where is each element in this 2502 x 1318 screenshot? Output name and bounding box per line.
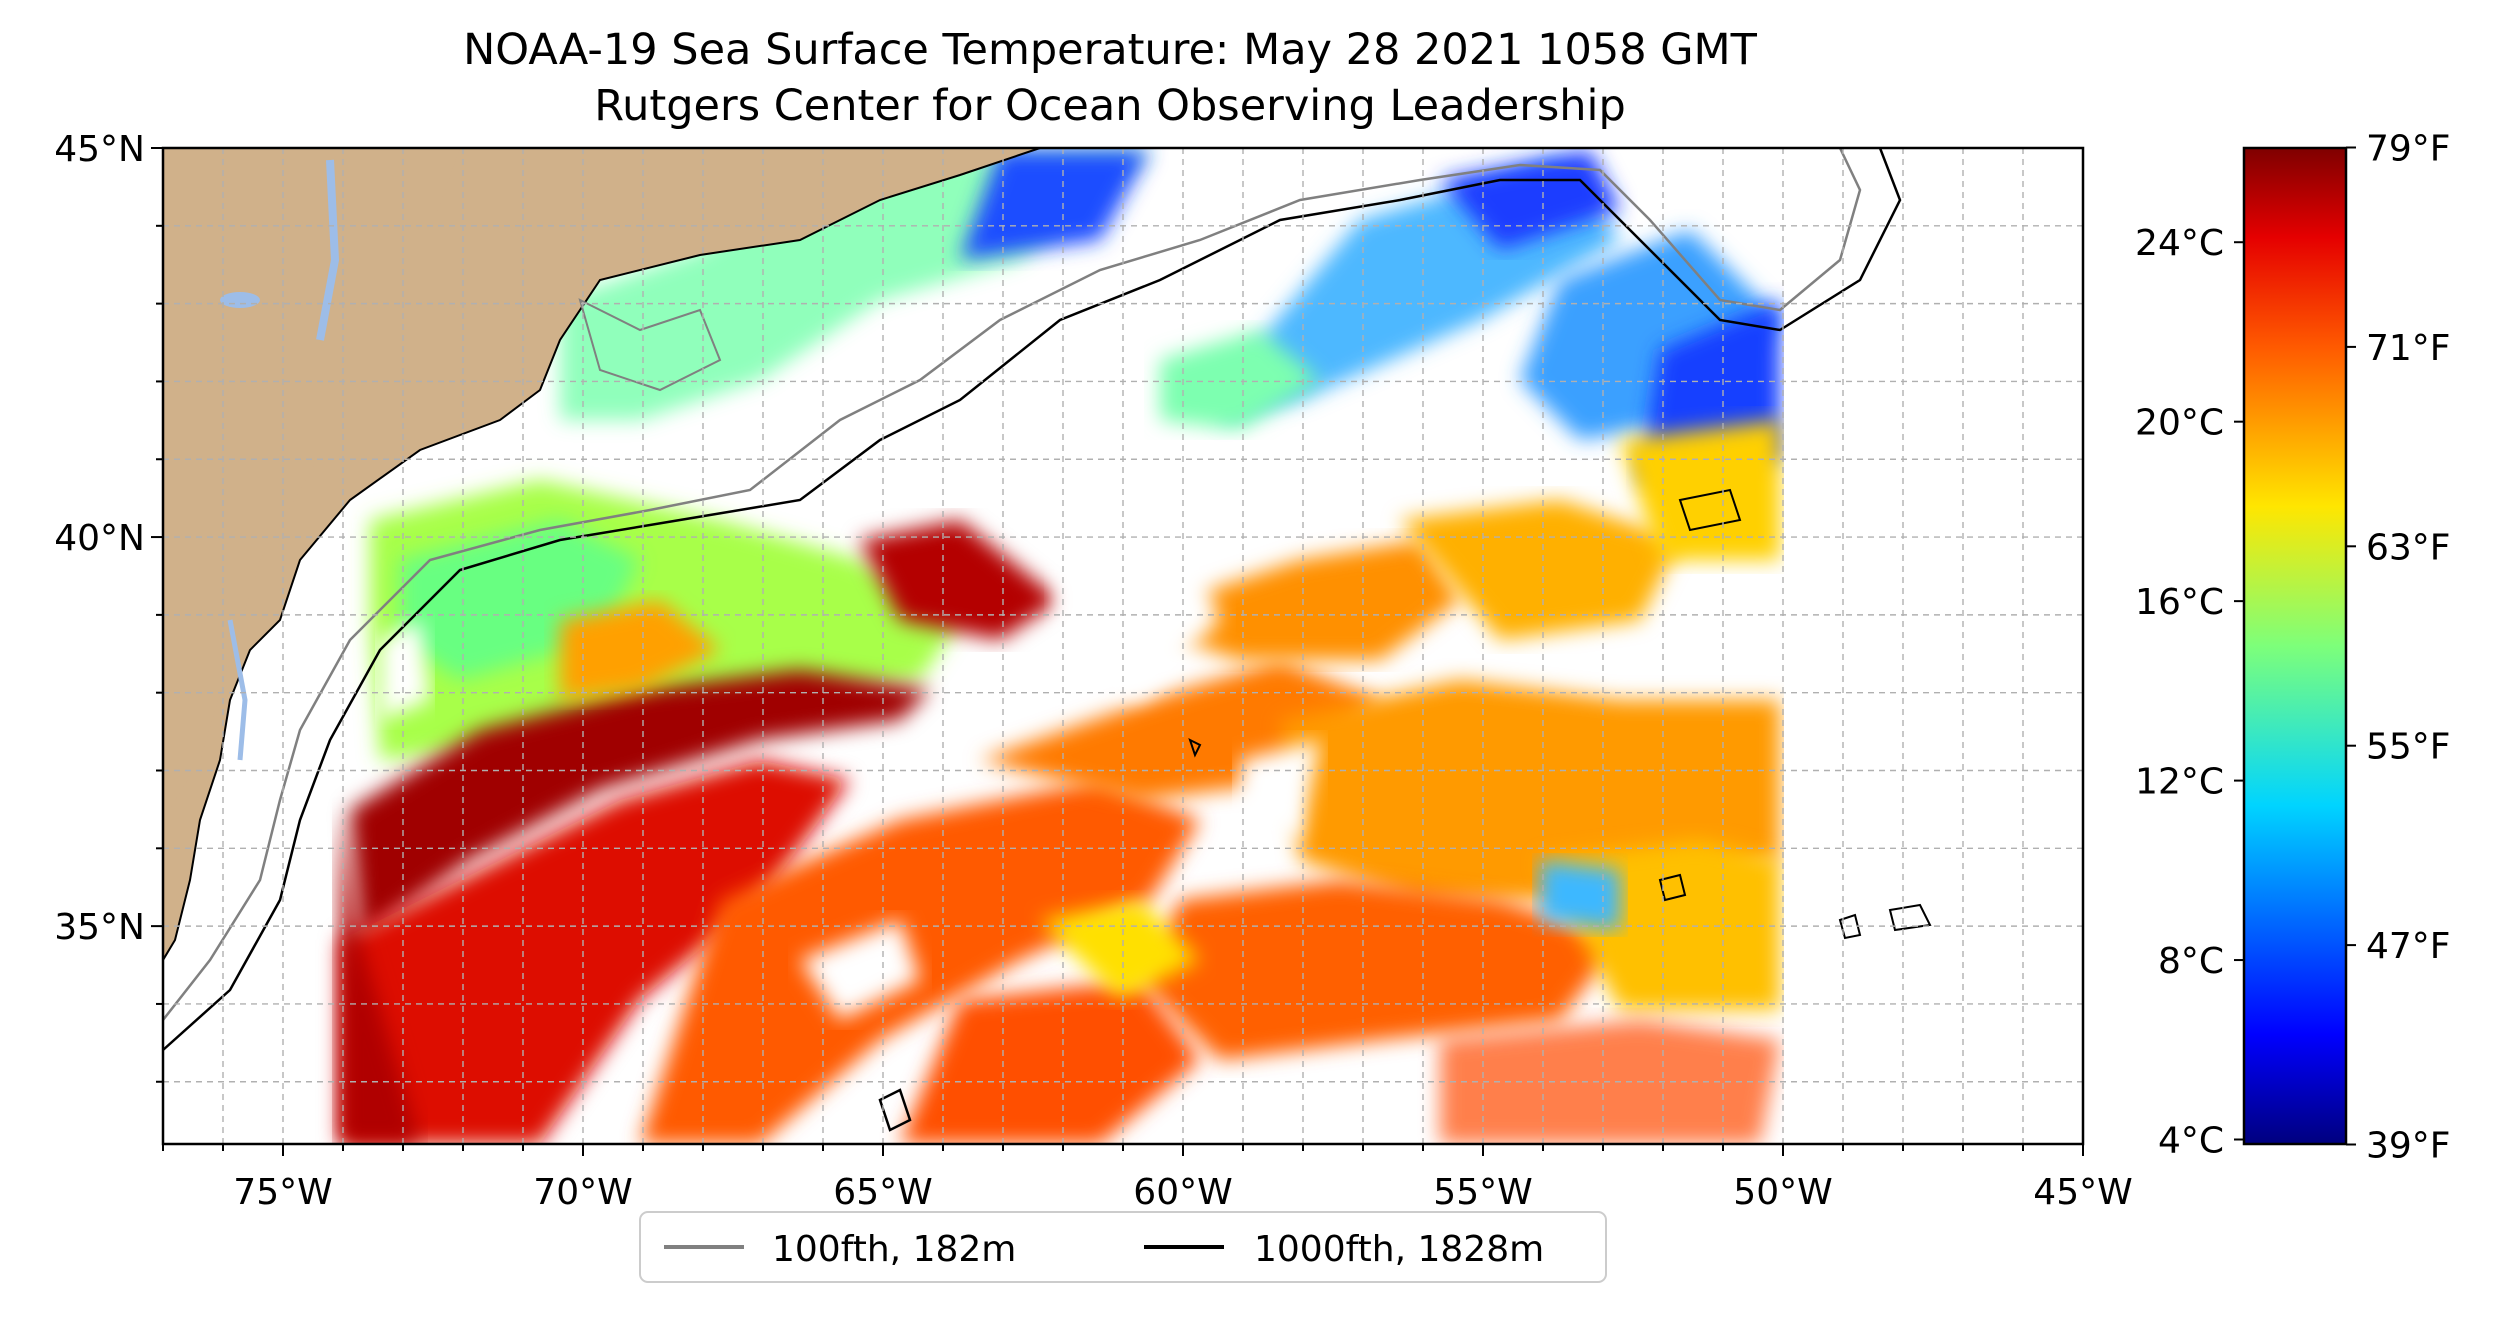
celsius-tick-label: 16°C: [2135, 582, 2224, 623]
lat-tick-label: 40°N: [54, 518, 145, 559]
lon-tick-label: 75°W: [233, 1172, 332, 1213]
lon-tick-label: 70°W: [533, 1172, 632, 1213]
lon-tick-label: 60°W: [1133, 1172, 1232, 1213]
fahrenheit-tick-label: 63°F: [2366, 527, 2451, 568]
isobath-1000fth: [163, 148, 1902, 1051]
colorbar-celsius-ticks: 4°C 8°C 12°C 16°C 20°C 24°C: [2135, 223, 2244, 1162]
map-frame: [161, 146, 2085, 1146]
colorbar-gradient: [2242, 146, 2348, 1146]
celsius-tick-label: 20°C: [2135, 403, 2224, 444]
latitude-labels: 45°N 40°N 35°N: [54, 129, 145, 948]
land: [163, 148, 1041, 962]
colorbar-fahrenheit-ticks: 39°F 47°F 55°F 63°F 71°F 79°F: [2346, 129, 2451, 1166]
isobath-100fth: [163, 148, 1862, 1021]
colorbar: 4°C 8°C 12°C 16°C 20°C 24°C 39°F 47°F 55°F 63°F 7…: [2135, 129, 2450, 1167]
isobaths: [163, 148, 1932, 1132]
celsius-tick-label: 4°C: [2158, 1121, 2224, 1162]
fahrenheit-tick-label: 39°F: [2366, 1125, 2451, 1166]
fahrenheit-tick-label: 55°F: [2366, 727, 2451, 768]
graticule: [151, 147, 2084, 1156]
lon-tick-label: 55°W: [1433, 1172, 1532, 1213]
map-subtitle: Rutgers Center for Ocean Observing Leade…: [594, 81, 1626, 131]
map-title: NOAA-19 Sea Surface Temperature: May 28 …: [463, 25, 1758, 75]
fahrenheit-tick-label: 47°F: [2366, 926, 2451, 967]
longitude-labels: 75°W 70°W 65°W 60°W 55°W 50°W 45°W: [233, 1172, 2132, 1213]
legend-label-100fth: 100fth, 182m: [772, 1229, 1016, 1270]
sst-field: [340, 148, 2083, 1144]
celsius-tick-label: 12°C: [2135, 762, 2224, 803]
map-area: 75°W 70°W 65°W 60°W 55°W 50°W 45°W 45°N 40°N 35°…: [54, 129, 2132, 1213]
legend-label-1000fth: 1000fth, 1828m: [1254, 1229, 1544, 1270]
lon-tick-label: 45°W: [2033, 1172, 2132, 1213]
lon-tick-label: 50°W: [1733, 1172, 1832, 1213]
lat-tick-label: 35°N: [54, 907, 145, 948]
lon-tick-label: 65°W: [833, 1172, 932, 1213]
celsius-tick-label: 24°C: [2135, 223, 2224, 264]
celsius-tick-label: 8°C: [2158, 941, 2224, 982]
fahrenheit-tick-label: 79°F: [2366, 129, 2451, 170]
fahrenheit-tick-label: 71°F: [2366, 328, 2451, 369]
legend-box: [639, 1211, 1607, 1283]
lat-tick-label: 45°N: [54, 129, 145, 170]
legend: 100fth, 182m 1000fth, 1828m: [639, 1211, 1607, 1283]
